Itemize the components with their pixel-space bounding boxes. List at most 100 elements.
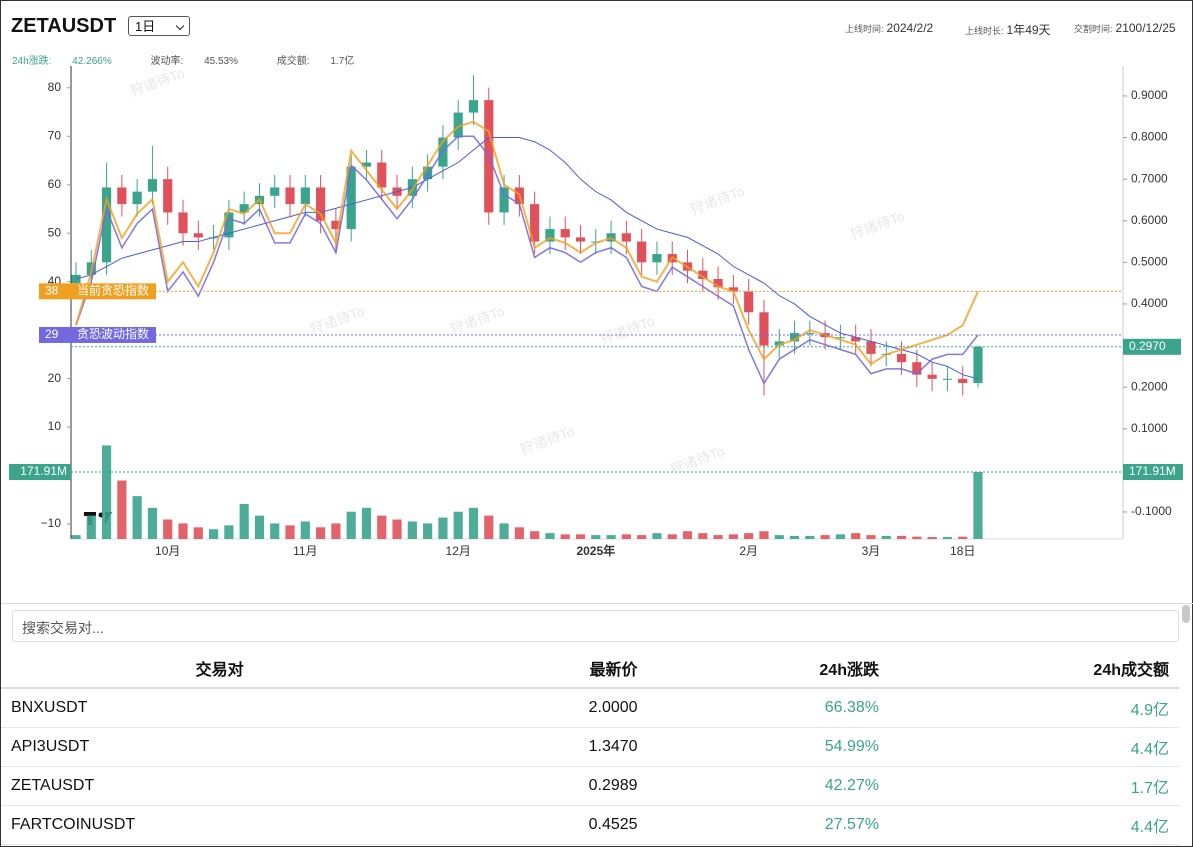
value: 2100/12/25 (1115, 21, 1176, 35)
label: 波动率: (150, 56, 184, 67)
candle-body (316, 187, 326, 221)
value: 1年49天 (1006, 23, 1051, 37)
fear-line (75, 120, 979, 366)
volume-bar (117, 480, 127, 539)
y-tick-label: 70 (48, 128, 62, 142)
volume-bar (820, 535, 830, 539)
pair-row[interactable]: BNXUSDT 2.0000 66.38% 4.9亿 (1, 688, 1179, 728)
x-tick-label: 12月 (446, 544, 471, 558)
volume-bar (835, 534, 845, 539)
candle-body (958, 378, 968, 383)
candle-body (193, 233, 203, 238)
candle-body (147, 179, 158, 192)
x-tick-label: 11月 (293, 544, 317, 558)
stat: 24h涨跌: 42.266% (12, 56, 130, 67)
separator (1, 603, 1193, 604)
cell: 42.27% (647, 766, 889, 806)
candle-body (239, 204, 249, 213)
y2-tick-label: 0.4000 (1131, 296, 1168, 310)
candle-body (101, 187, 112, 263)
candle-body (270, 187, 280, 196)
cell: API3USDT (1, 727, 439, 767)
column-header: 交易对 (1, 649, 439, 689)
label: 24h涨跌: (12, 56, 52, 67)
volume-bar (392, 519, 402, 539)
label: 成交额: (276, 56, 310, 67)
volume-bar (239, 503, 249, 539)
candle-body (224, 212, 234, 238)
y2-tick-label: 0.9000 (1131, 88, 1168, 102)
stat: 波动率: 45.53% (151, 56, 256, 67)
candle-body (835, 337, 845, 339)
volume-bar (637, 535, 647, 539)
pair-table: 交易对 最新价 24h涨跌 24h成交额 BNXUSDT 2.0000 66.38% 4.9亿… (1, 649, 1179, 845)
column-header: 24h成交额 (888, 649, 1179, 689)
candle-body (423, 166, 433, 180)
search-input[interactable]: 搜索交易对... (12, 610, 1179, 642)
volume-bar (927, 537, 937, 539)
candle-body (545, 229, 555, 242)
value: 1.7亿 (330, 56, 355, 67)
y-tick-label: −10 (41, 516, 62, 530)
header-row: 交易对 最新价 24h涨跌 24h成交额 (1, 649, 1179, 689)
candle-body (851, 337, 861, 342)
candle-body (759, 312, 769, 346)
volume-bar (270, 523, 280, 539)
stat: 成交额: 1.7亿 (277, 56, 372, 67)
interval-select[interactable]: 1日 (128, 16, 190, 36)
scrollbar[interactable] (1182, 605, 1190, 623)
pair-row[interactable]: ZETAUSDT 0.2989 42.27% 1.7亿 (1, 766, 1179, 806)
volume-bar (606, 535, 616, 539)
candle-body (652, 254, 662, 263)
cell: 4.9亿 (888, 688, 1179, 728)
volume-bar (958, 536, 968, 539)
candle-body (377, 162, 387, 188)
value: 45.53% (204, 56, 238, 67)
candle-body (361, 162, 372, 167)
cell: 1.7亿 (888, 766, 1179, 806)
volume-bar (178, 523, 188, 539)
candle-body (927, 374, 937, 379)
volume-bar (346, 511, 356, 539)
cell: 0.4525 (438, 805, 648, 845)
y-tick-label: 10 (48, 419, 62, 433)
cell: 4.4亿 (888, 805, 1179, 845)
volume-bar (881, 535, 891, 539)
pair-row[interactable]: API3USDT 1.3470 54.99% 4.4亿 (1, 727, 1179, 767)
listing-duration: 上线时长: 1年49天 (965, 21, 1051, 38)
y2-tick-label: 0.2000 (1131, 379, 1168, 393)
candle-body (621, 233, 631, 242)
volume-bar (621, 534, 631, 539)
volume-bar (866, 535, 876, 539)
volume-bar (744, 533, 754, 539)
volume-bar (851, 533, 861, 539)
volume-bar (86, 515, 96, 539)
ma-line (75, 137, 979, 380)
label: 交割时间: (1074, 24, 1113, 34)
cell: BNXUSDT (1, 688, 439, 728)
column-header: 最新价 (438, 649, 648, 689)
volume-bar (575, 534, 586, 539)
cell: 1.3470 (438, 727, 648, 767)
volume-bar (285, 525, 295, 539)
volume-bar (163, 519, 173, 539)
y2-tick-label: 0.1000 (1131, 421, 1168, 435)
volume-bar (132, 496, 142, 539)
y2-tick-label: 0.8000 (1131, 130, 1168, 144)
value: 2024/2/2 (886, 21, 934, 35)
y2-tick-label: 0.6000 (1131, 213, 1168, 227)
symbol: ZETAUSDT (11, 15, 117, 37)
pair-row[interactable]: FARTCOINUSDT 0.4525 27.57% 4.4亿 (1, 805, 1179, 845)
fear-value-box (39, 283, 71, 300)
watermark: 狩诸待To (598, 313, 657, 348)
watermark: 狩诸待To (518, 423, 577, 458)
candle-body (560, 229, 570, 238)
candle-body (285, 187, 295, 205)
volume-bar (438, 517, 448, 539)
candle-body (575, 237, 586, 242)
table-body: BNXUSDT 2.0000 66.38% 4.9亿 API3USDT 1.3470 54.… (1, 688, 1179, 845)
candle-body (728, 287, 738, 292)
volume-bar (652, 533, 662, 539)
volume-bar (713, 535, 723, 539)
volume-bar (530, 531, 540, 539)
